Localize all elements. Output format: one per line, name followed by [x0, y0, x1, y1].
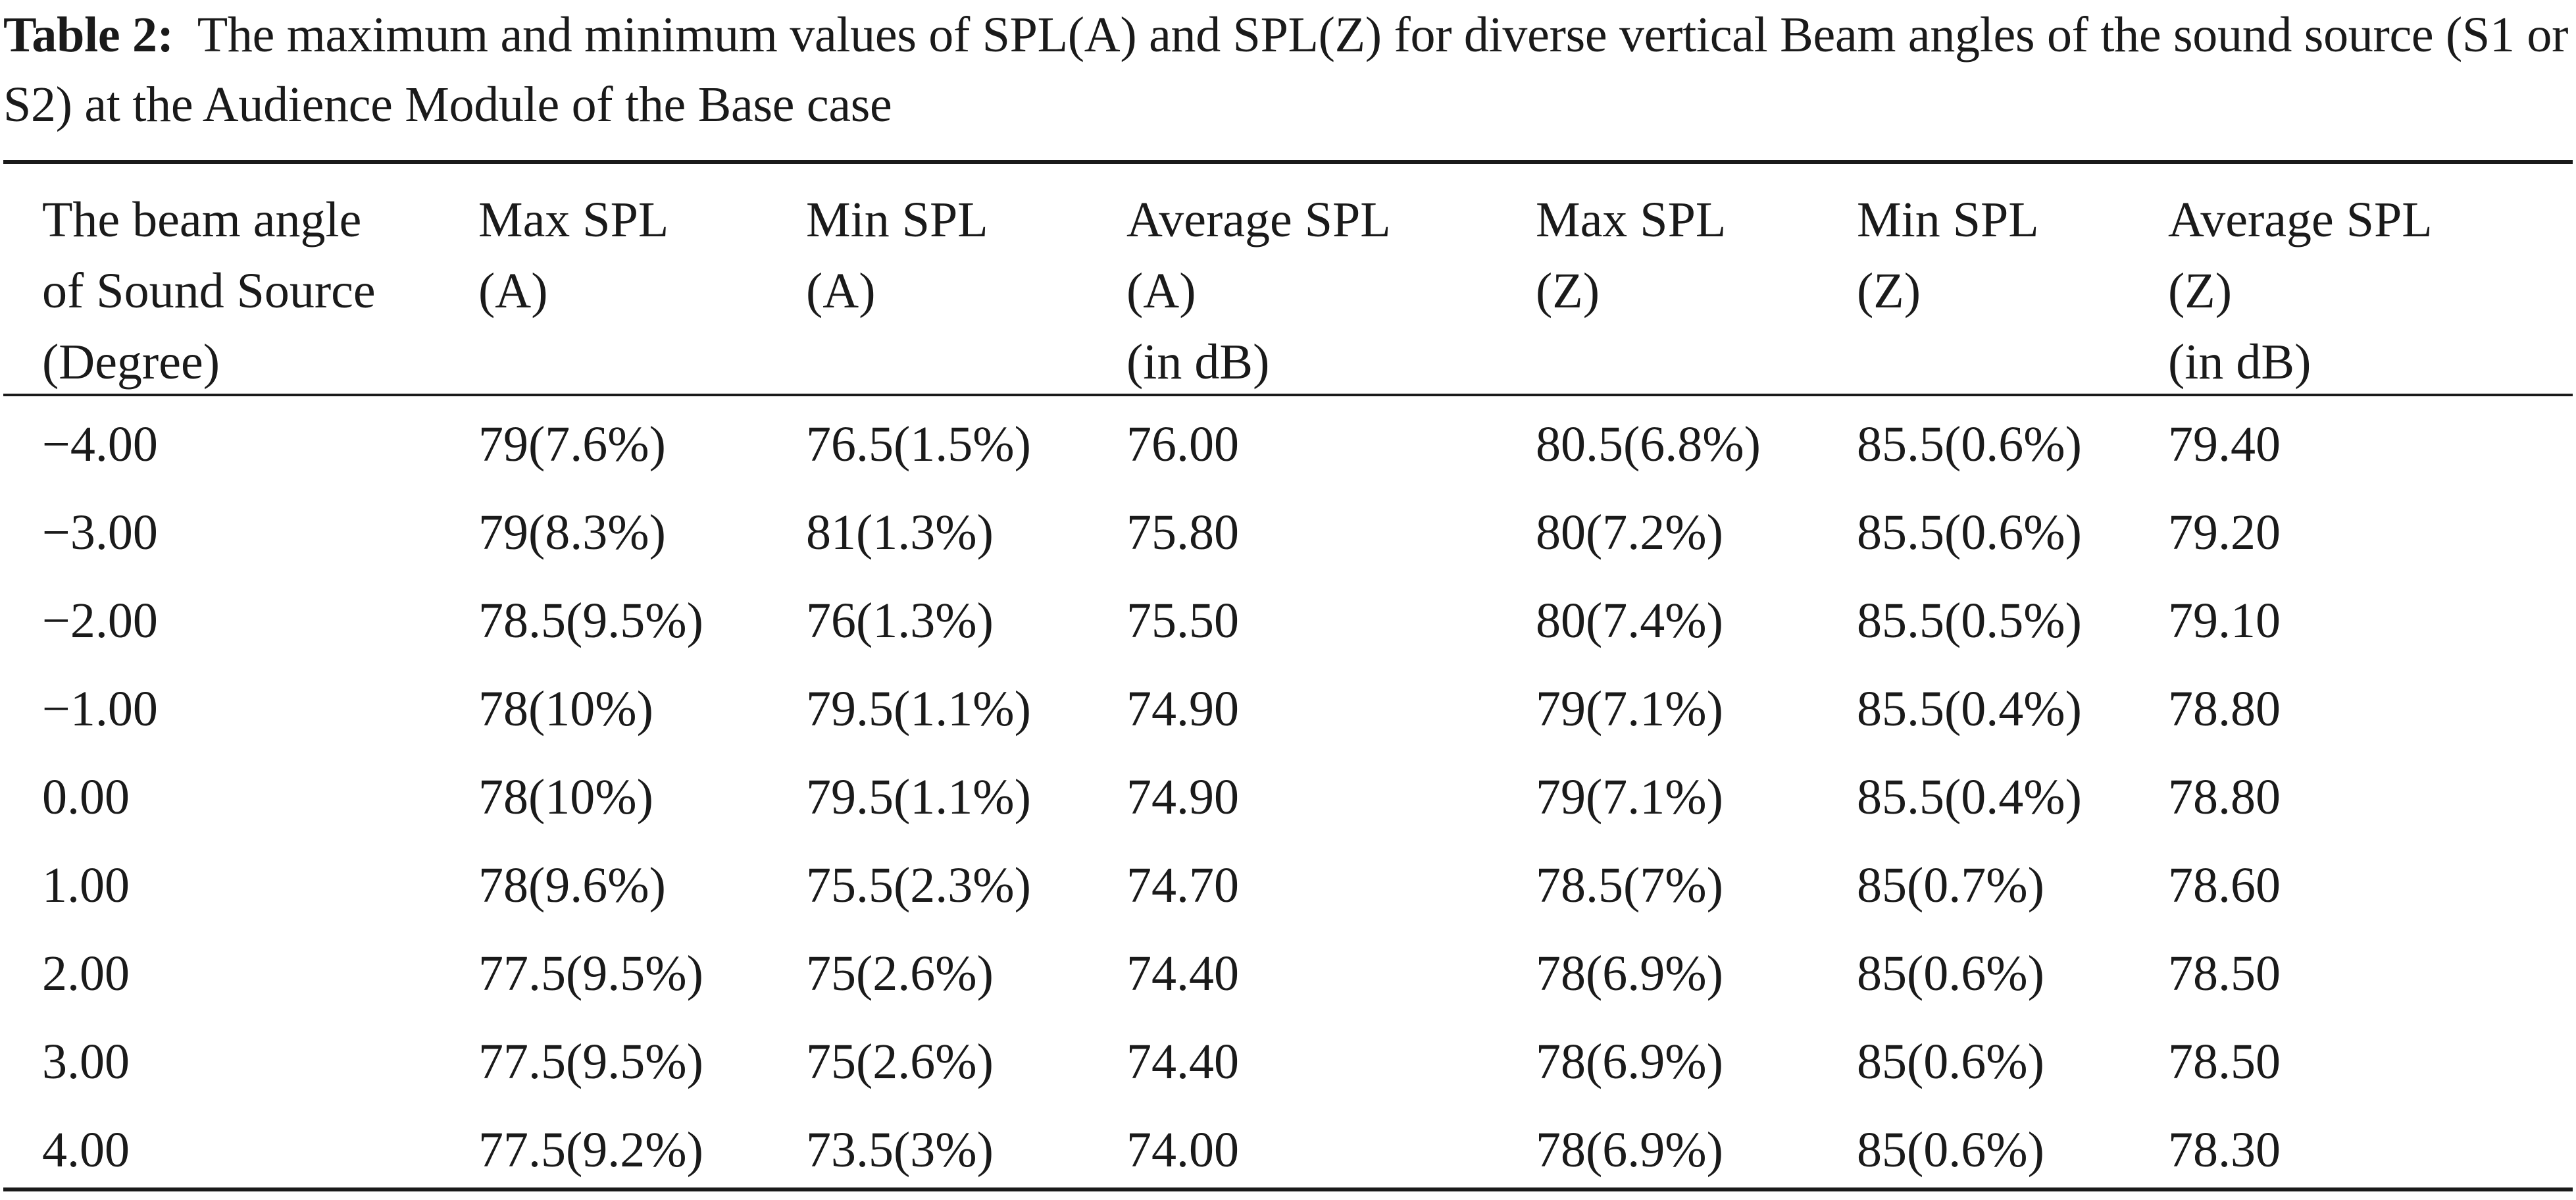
cell-max-spl-z: 78(6.9%) — [1536, 946, 1723, 1001]
table-row: −3.00 79(8.3%) 81(1.3%) 75.80 80(7.2%) 8… — [0, 488, 2576, 577]
cell-average-spl-z: 79.40 — [2168, 417, 2281, 472]
cell-min-spl-a: 79.5(1.1%) — [806, 681, 1031, 737]
cell-max-spl-a: 78(10%) — [478, 681, 653, 737]
cell-max-spl-z: 79(7.1%) — [1536, 770, 1723, 825]
cell-max-spl-a: 77.5(9.5%) — [478, 946, 703, 1001]
cell-average-spl-a: 74.40 — [1126, 946, 1239, 1001]
table-label: Table 2: — [3, 7, 174, 63]
cell-min-spl-a: 73.5(3%) — [806, 1122, 994, 1178]
cell-min-spl-a: 75(2.6%) — [806, 946, 994, 1001]
cell-min-spl-z: 85(0.6%) — [1857, 1034, 2044, 1089]
cell-average-spl-a: 74.90 — [1126, 770, 1239, 825]
caption-text: The maximum and minimum values of SPL(A)… — [3, 7, 2569, 132]
cell-beam-angle: 1.00 — [42, 858, 130, 913]
table-caption: Table 2: The maximum and minimum values … — [3, 0, 2573, 140]
table-row: −2.00 78.5(9.5%) 76(1.3%) 75.50 80(7.4%)… — [0, 577, 2576, 665]
cell-average-spl-a: 74.90 — [1126, 681, 1239, 737]
cell-min-spl-z: 85(0.6%) — [1857, 946, 2044, 1001]
header-beam-angle: The beam angle of Sound Source (Degree) — [42, 192, 376, 390]
cell-max-spl-z: 80(7.2%) — [1536, 505, 1723, 560]
cell-average-spl-a: 76.00 — [1126, 417, 1239, 472]
cell-average-spl-z: 78.80 — [2168, 770, 2281, 825]
table-row: 3.00 77.5(9.5%) 75(2.6%) 74.40 78(6.9%) … — [0, 1018, 2576, 1106]
header-max-spl-a: Max SPL (A) — [478, 192, 669, 319]
cell-min-spl-a: 76.5(1.5%) — [806, 417, 1031, 472]
cell-max-spl-a: 78(9.6%) — [478, 858, 666, 913]
table-top-rule — [3, 160, 2573, 164]
header-average-spl-a: Average SPL (A) (in dB) — [1126, 192, 1391, 390]
cell-beam-angle: −1.00 — [42, 681, 158, 737]
cell-beam-angle: −2.00 — [42, 593, 158, 648]
cell-min-spl-z: 85.5(0.4%) — [1857, 681, 2082, 737]
cell-max-spl-a: 79(8.3%) — [478, 505, 666, 560]
table-body: −4.00 79(7.6%) 76.5(1.5%) 76.00 80.5(6.8… — [0, 400, 2576, 1194]
cell-max-spl-z: 80.5(6.8%) — [1536, 417, 1761, 472]
cell-average-spl-z: 78.80 — [2168, 681, 2281, 737]
cell-min-spl-a: 81(1.3%) — [806, 505, 994, 560]
header-min-spl-a: Min SPL (A) — [806, 192, 988, 319]
header-max-spl-z: Max SPL (Z) — [1536, 192, 1727, 319]
cell-min-spl-z: 85.5(0.5%) — [1857, 593, 2082, 648]
table-row: 1.00 78(9.6%) 75.5(2.3%) 74.70 78.5(7%) … — [0, 841, 2576, 929]
header-rule — [3, 394, 2573, 396]
cell-beam-angle: 0.00 — [42, 770, 130, 825]
cell-average-spl-z: 78.50 — [2168, 1034, 2281, 1089]
header-average-spl-z: Average SPL (Z) (in dB) — [2168, 192, 2433, 390]
cell-max-spl-a: 77.5(9.5%) — [478, 1034, 703, 1089]
cell-beam-angle: 4.00 — [42, 1122, 130, 1178]
cell-beam-angle: 3.00 — [42, 1034, 130, 1089]
cell-max-spl-z: 80(7.4%) — [1536, 593, 1723, 648]
cell-average-spl-a: 75.80 — [1126, 505, 1239, 560]
cell-max-spl-z: 78.5(7%) — [1536, 858, 1723, 913]
table-bottom-rule — [3, 1187, 2573, 1191]
cell-max-spl-z: 79(7.1%) — [1536, 681, 1723, 737]
cell-max-spl-a: 78.5(9.5%) — [478, 593, 703, 648]
header-min-spl-z: Min SPL (Z) — [1857, 192, 2039, 319]
cell-average-spl-z: 79.20 — [2168, 505, 2281, 560]
table-row: −4.00 79(7.6%) 76.5(1.5%) 76.00 80.5(6.8… — [0, 400, 2576, 488]
cell-average-spl-a: 75.50 — [1126, 593, 1239, 648]
cell-min-spl-a: 75(2.6%) — [806, 1034, 994, 1089]
cell-max-spl-a: 77.5(9.2%) — [478, 1122, 703, 1178]
cell-average-spl-z: 79.10 — [2168, 593, 2281, 648]
cell-average-spl-a: 74.40 — [1126, 1034, 1239, 1089]
cell-beam-angle: −4.00 — [42, 417, 158, 472]
cell-min-spl-a: 79.5(1.1%) — [806, 770, 1031, 825]
cell-average-spl-a: 74.00 — [1126, 1122, 1239, 1178]
cell-min-spl-z: 85(0.7%) — [1857, 858, 2044, 913]
cell-min-spl-a: 76(1.3%) — [806, 593, 994, 648]
cell-min-spl-z: 85.5(0.4%) — [1857, 770, 2082, 825]
cell-beam-angle: 2.00 — [42, 946, 130, 1001]
cell-max-spl-z: 78(6.9%) — [1536, 1034, 1723, 1089]
cell-min-spl-z: 85.5(0.6%) — [1857, 417, 2082, 472]
table-row: 0.00 78(10%) 79.5(1.1%) 74.90 79(7.1%) 8… — [0, 753, 2576, 841]
cell-min-spl-z: 85.5(0.6%) — [1857, 505, 2082, 560]
cell-average-spl-z: 78.60 — [2168, 858, 2281, 913]
cell-average-spl-z: 78.50 — [2168, 946, 2281, 1001]
table-row: 2.00 77.5(9.5%) 75(2.6%) 74.40 78(6.9%) … — [0, 929, 2576, 1018]
cell-min-spl-z: 85(0.6%) — [1857, 1122, 2044, 1178]
cell-max-spl-z: 78(6.9%) — [1536, 1122, 1723, 1178]
table-row: −1.00 78(10%) 79.5(1.1%) 74.90 79(7.1%) … — [0, 665, 2576, 753]
cell-max-spl-a: 79(7.6%) — [478, 417, 666, 472]
cell-average-spl-z: 78.30 — [2168, 1122, 2281, 1178]
cell-min-spl-a: 75.5(2.3%) — [806, 858, 1031, 913]
cell-beam-angle: −3.00 — [42, 505, 158, 560]
cell-max-spl-a: 78(10%) — [478, 770, 653, 825]
cell-average-spl-a: 74.70 — [1126, 858, 1239, 913]
table-row: 4.00 77.5(9.2%) 73.5(3%) 74.00 78(6.9%) … — [0, 1106, 2576, 1194]
